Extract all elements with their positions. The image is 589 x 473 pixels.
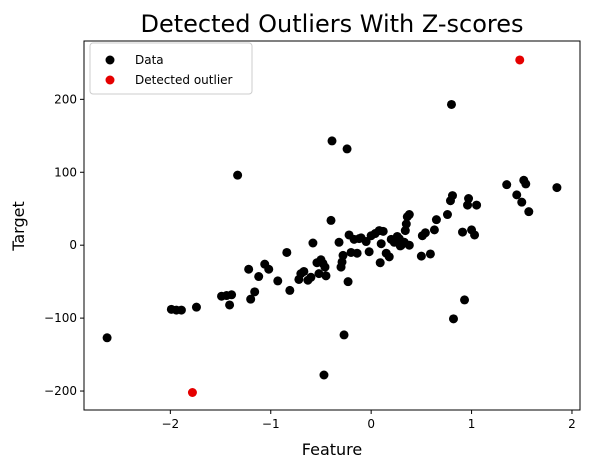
y-tick-label: 200 <box>54 92 77 106</box>
x-tick-label: 2 <box>568 417 576 431</box>
x-tick-label: 0 <box>367 417 375 431</box>
data-point <box>464 194 474 204</box>
data-point <box>404 210 414 220</box>
data-point <box>431 215 441 225</box>
data-point <box>314 269 324 279</box>
data-point <box>285 285 295 295</box>
data-point <box>254 272 264 282</box>
data-point <box>361 237 371 247</box>
data-point <box>306 272 316 282</box>
data-point <box>282 247 292 257</box>
data-point <box>460 295 470 305</box>
y-axis-label: Target <box>9 201 28 252</box>
data-point <box>308 238 318 248</box>
data-point <box>342 144 352 154</box>
data-point <box>442 210 452 220</box>
x-tick-label: 1 <box>468 417 476 431</box>
x-tick-label: −1 <box>262 417 280 431</box>
data-point <box>458 227 468 237</box>
data-point <box>517 197 527 207</box>
data-point <box>447 191 457 201</box>
legend: Data Detected outlier <box>89 42 253 95</box>
data-point <box>448 314 458 324</box>
legend-label-data: Data <box>135 53 164 67</box>
data-point <box>404 240 414 250</box>
data-points <box>102 55 562 397</box>
data-point <box>320 262 330 272</box>
legend-label-outlier: Detected outlier <box>135 73 233 87</box>
legend-marker-outlier <box>105 75 115 85</box>
data-point <box>378 226 388 236</box>
data-point <box>470 230 480 240</box>
data-point <box>376 239 386 249</box>
data-point <box>375 258 385 268</box>
data-point <box>327 136 337 146</box>
data-point <box>416 251 426 261</box>
data-point <box>512 190 522 200</box>
data-point <box>352 248 362 258</box>
data-point <box>521 179 531 189</box>
data-point <box>244 264 254 274</box>
outlier-point <box>515 55 525 65</box>
data-point <box>250 287 260 297</box>
chart-title: Detected Outliers With Z-scores <box>140 10 523 38</box>
data-point <box>472 200 482 210</box>
data-point <box>343 277 353 287</box>
data-point <box>446 99 456 109</box>
data-point <box>339 330 349 340</box>
data-point <box>273 276 283 286</box>
data-point <box>233 170 243 180</box>
axis-ticks: −2 −1 0 1 2 −200 −100 0 100 200 <box>44 92 576 431</box>
x-tick-label: −2 <box>161 417 179 431</box>
data-point <box>225 300 235 310</box>
data-point <box>429 225 439 235</box>
y-tick-label: −200 <box>44 384 77 398</box>
data-point <box>338 250 348 260</box>
data-point <box>299 266 309 276</box>
plot-frame <box>83 40 581 411</box>
data-point <box>334 237 344 247</box>
data-point <box>425 249 435 259</box>
data-point <box>524 207 534 217</box>
data-point <box>321 271 331 281</box>
data-point <box>246 294 256 304</box>
data-point <box>364 247 374 257</box>
legend-marker-data <box>105 55 115 65</box>
legend-box <box>89 42 253 95</box>
data-point <box>502 180 512 190</box>
y-tick-label: 100 <box>54 165 77 179</box>
data-point <box>326 215 336 225</box>
data-point <box>227 290 237 300</box>
y-tick-label: −100 <box>44 311 77 325</box>
data-point <box>191 302 201 312</box>
y-tick-label: 0 <box>69 238 77 252</box>
data-point <box>102 333 112 343</box>
data-point <box>420 228 430 238</box>
data-point <box>264 264 274 274</box>
data-point <box>176 305 186 315</box>
data-point <box>401 219 411 229</box>
x-axis-label: Feature <box>302 440 362 459</box>
data-point <box>319 370 329 380</box>
data-point <box>552 183 562 193</box>
outlier-point <box>187 387 197 397</box>
data-point <box>384 252 394 262</box>
